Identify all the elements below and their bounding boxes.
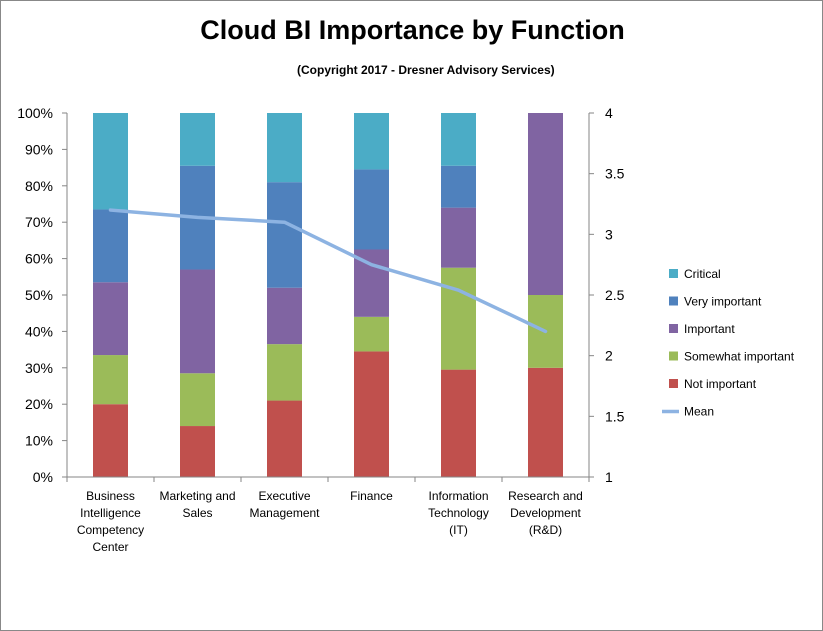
x-category-label: Center	[92, 540, 128, 554]
bar-segment-not-important	[93, 404, 128, 477]
bar-segment-very-important	[93, 209, 128, 283]
y-tick-label: 90%	[25, 141, 53, 157]
x-category-label: Intelligence	[80, 506, 141, 520]
x-category-label: Business	[86, 489, 135, 503]
legend-swatch	[669, 351, 678, 361]
bar-segment-important	[93, 282, 128, 356]
x-category-label: Technology	[428, 506, 489, 520]
bar-segment-not-important	[441, 369, 476, 477]
y-tick-label: 10%	[25, 433, 53, 449]
legend-swatch	[669, 379, 678, 388]
legend-label: Mean	[684, 405, 714, 419]
y-tick-label: 40%	[25, 323, 53, 339]
y2-tick-label: 4	[605, 105, 613, 121]
x-category-label: (R&D)	[529, 523, 562, 537]
legend-label: Not important	[684, 377, 757, 391]
x-category-label: Marketing and	[159, 489, 235, 503]
x-category-label: Development	[510, 506, 581, 520]
bar-segment-not-important	[267, 400, 302, 477]
bar-segment-important	[180, 269, 215, 374]
bar-segment-important	[267, 287, 302, 345]
x-category-label: Management	[249, 506, 320, 520]
y-tick-label: 70%	[25, 214, 53, 230]
bar-segment-not-important	[528, 367, 563, 477]
x-category-label: Finance	[350, 489, 393, 503]
y-tick-label: 0%	[33, 469, 53, 485]
y2-tick-label: 2.5	[605, 287, 625, 303]
y-tick-label: 100%	[17, 105, 53, 121]
bar-segment-very-important	[267, 182, 302, 288]
y-tick-label: 20%	[25, 396, 53, 412]
legend-label: Critical	[684, 267, 721, 281]
bar-segment-critical	[93, 113, 128, 210]
chart-subtitle: (Copyright 2017 - Dresner Advisory Servi…	[297, 63, 555, 77]
y2-tick-label: 3.5	[605, 166, 625, 182]
bar-segment-very-important	[441, 165, 476, 208]
y-tick-label: 50%	[25, 287, 53, 303]
y-tick-label: 60%	[25, 251, 53, 267]
bar-segment-critical	[354, 113, 389, 170]
legend-label: Important	[684, 322, 735, 336]
bar-segment-critical	[441, 113, 476, 166]
legend-label: Very important	[684, 295, 762, 309]
y2-tick-label: 2	[605, 348, 613, 364]
bar-segment-not-important	[354, 351, 389, 477]
y2-tick-label: 1	[605, 469, 613, 485]
bar-segment-somewhat-important	[267, 344, 302, 401]
bar-segment-somewhat-important	[441, 267, 476, 370]
legend-swatch	[669, 324, 678, 333]
y2-tick-label: 3	[605, 226, 613, 242]
bar-segment-somewhat-important	[354, 316, 389, 352]
legend-label: Somewhat important	[684, 350, 795, 364]
y2-tick-label: 1.5	[605, 408, 625, 424]
chart-title: Cloud BI Importance by Function	[200, 15, 625, 45]
bar-segment-somewhat-important	[93, 355, 128, 405]
mean-line	[108, 208, 548, 334]
y-tick-label: 80%	[25, 178, 53, 194]
y-tick-label: 30%	[25, 360, 53, 376]
x-category-label: Sales	[182, 506, 212, 520]
legend-swatch	[669, 296, 678, 306]
bar-segment-critical	[267, 113, 302, 183]
x-category-label: Competency	[77, 523, 144, 537]
x-category-label: Research and	[508, 489, 583, 503]
bar-segment-important	[441, 207, 476, 268]
bar-segment-very-important	[354, 169, 389, 250]
legend-swatch	[669, 269, 678, 278]
x-category-label: Information	[428, 489, 488, 503]
x-category-label: Executive	[258, 489, 310, 503]
bar-segment-somewhat-important	[180, 373, 215, 427]
bar-segment-not-important	[180, 426, 215, 477]
bar-segment-critical	[180, 113, 215, 166]
bar-segment-important	[528, 113, 563, 295]
x-category-label: (IT)	[449, 523, 468, 537]
